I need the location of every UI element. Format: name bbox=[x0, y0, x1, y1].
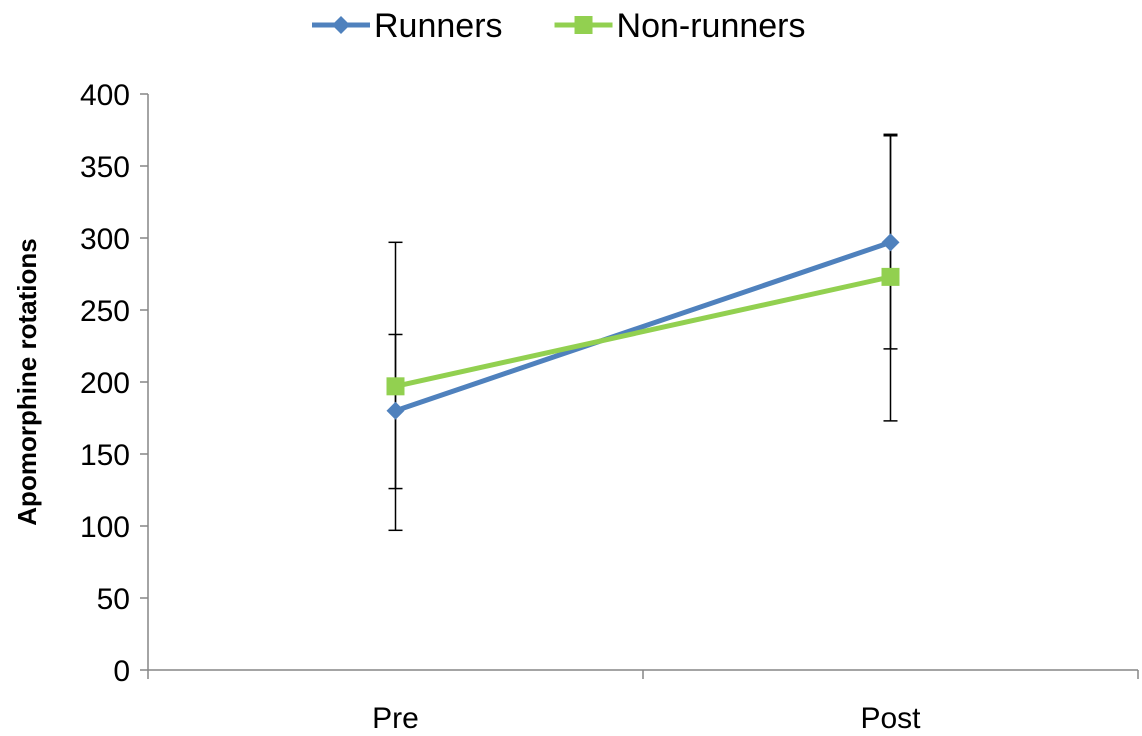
data-point-square bbox=[881, 267, 900, 286]
series-line bbox=[394, 239, 892, 414]
y-axis-title: Apomorphine rotations bbox=[12, 238, 42, 525]
series-lines bbox=[394, 239, 892, 414]
y-tick-label: 300 bbox=[80, 223, 130, 256]
data-point-square bbox=[574, 16, 593, 34]
y-tick-label: 100 bbox=[80, 511, 130, 544]
y-tick-label: 350 bbox=[80, 151, 130, 184]
data-point-diamond bbox=[881, 233, 900, 252]
x-axis: Pre Post bbox=[147, 669, 1139, 735]
series-line bbox=[394, 274, 892, 389]
y-axis: 0 50 100 150 200 250 300 350 400 bbox=[80, 79, 149, 688]
legend-label: Runners bbox=[374, 7, 503, 45]
data-point-square bbox=[386, 377, 405, 396]
y-tick-label: 150 bbox=[80, 439, 130, 472]
y-tick-label: 250 bbox=[80, 295, 130, 328]
legend: Runners Non-runners bbox=[312, 7, 806, 45]
x-tick-label: Post bbox=[860, 702, 921, 735]
y-tick-label: 200 bbox=[80, 367, 130, 400]
series-markers bbox=[386, 233, 900, 420]
data-point-diamond bbox=[332, 16, 350, 34]
y-tick-label: 50 bbox=[97, 583, 130, 616]
y-tick-label: 400 bbox=[80, 79, 130, 112]
x-tick-label: Pre bbox=[372, 702, 419, 735]
data-point-diamond bbox=[386, 401, 405, 420]
legend-label: Non-runners bbox=[617, 7, 806, 45]
y-tick-label: 0 bbox=[113, 655, 130, 688]
